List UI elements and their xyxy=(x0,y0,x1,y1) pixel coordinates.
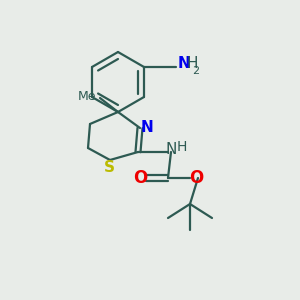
Text: N: N xyxy=(141,119,153,134)
Text: H: H xyxy=(177,140,187,154)
Text: S: S xyxy=(103,160,115,175)
Text: N: N xyxy=(165,142,177,158)
Text: Me: Me xyxy=(77,91,96,103)
Text: O: O xyxy=(133,169,147,187)
Text: N: N xyxy=(178,56,190,71)
Text: 2: 2 xyxy=(192,66,200,76)
Text: H: H xyxy=(186,56,198,71)
Text: O: O xyxy=(189,169,203,187)
